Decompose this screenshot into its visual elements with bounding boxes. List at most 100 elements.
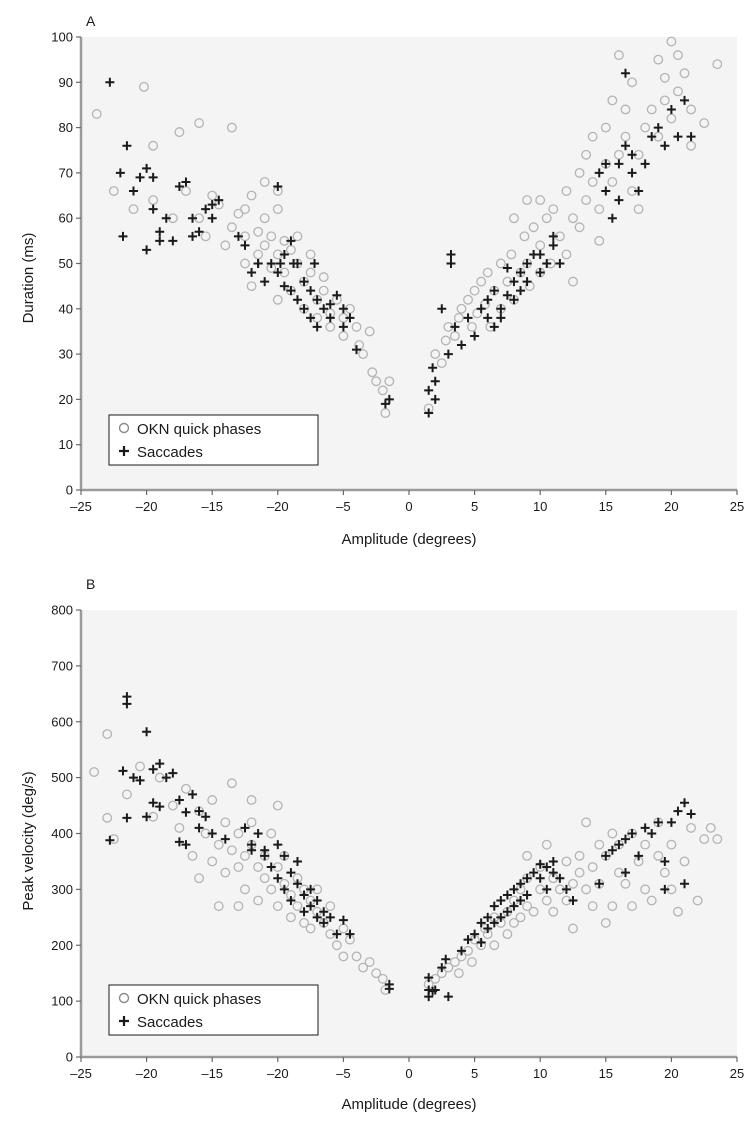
panel-a-saccade-point (548, 231, 558, 241)
panel-a-okn-point (266, 231, 277, 242)
panel-a-okn-point (666, 36, 677, 47)
panel-b-okn-point (430, 973, 441, 984)
panel-a-points (91, 36, 723, 418)
panel-b-saccade-point (660, 856, 670, 866)
panel-b-okn-point (659, 867, 670, 878)
panel-b-saccade-point (345, 929, 355, 939)
panel-b-saccade-point (568, 896, 578, 906)
panel-b-okn-point (653, 850, 664, 861)
panel-b-saccade-point (384, 984, 394, 994)
panel-b-saccade-point (142, 812, 152, 822)
panel-a-okn-point (581, 195, 592, 206)
panel-b-saccade-point (548, 856, 558, 866)
panel-b-okn-point (541, 839, 552, 850)
panel-b-saccade-point (653, 817, 663, 827)
panel-a-saccade-point (286, 236, 296, 246)
panel-a-saccade-point (352, 345, 362, 355)
panel-b-saccade-point (666, 817, 676, 827)
panel-a-y-tick-label: 10 (59, 437, 73, 452)
panel-a-saccade-point (325, 299, 335, 309)
panel-b-okn-point (194, 873, 205, 884)
panel-b-saccade-point (319, 918, 329, 928)
panel-a-saccade-point (275, 259, 285, 268)
panel-b-saccade-point (105, 835, 115, 845)
panel-b-saccade-point (118, 766, 128, 776)
panel-b-saccade-point (542, 862, 552, 872)
panel-b-y-tick-label: 600 (51, 714, 73, 729)
panel-a-saccade-point (446, 259, 456, 268)
panel-b-saccade-point (247, 845, 257, 855)
panel-a-legend-box (108, 414, 319, 466)
panel-b-saccade-point (286, 896, 296, 906)
panel-b-saccade-point (253, 829, 263, 838)
panel-a-saccade-point (483, 295, 493, 305)
panel-b-okn-point (627, 901, 637, 912)
panel-b-saccade-point (489, 901, 499, 911)
panel-a-saccade-point (666, 104, 676, 114)
panel-b-okn-point (574, 867, 585, 878)
panel-a-x-tick-label: –20 (267, 499, 289, 514)
panel-a-okn-point (285, 244, 296, 255)
panel-a-saccade-point (266, 259, 276, 268)
panel-b-saccade-point (476, 918, 486, 928)
panel-b-y-tick-label: 800 (51, 603, 73, 618)
panel-a-okn-point (541, 213, 552, 224)
panel-b-legend-okn-label: OKN quick phases (137, 991, 261, 1008)
panel-a-saccade-point (247, 268, 257, 278)
panel-a-okn-point (482, 267, 493, 278)
panel-b-saccade-point (161, 773, 171, 783)
panel-b-saccade-point (424, 973, 434, 983)
panel-b-y-tick-label: 700 (51, 658, 73, 673)
panel-b-saccade-point (456, 946, 466, 956)
panel-a-saccade-point (240, 240, 250, 250)
panel-a-saccade-point (188, 231, 198, 241)
panel-b-x-tick-label: 0 (405, 1066, 412, 1081)
panel-b-saccade-point (627, 829, 637, 838)
panel-b-okn-point (246, 795, 257, 805)
panel-a-okn-point (712, 59, 723, 70)
panel-b-okn-point (272, 800, 283, 811)
panel-a-x-tick-label: –15 (201, 499, 223, 514)
panel-a-y-tick-label: 80 (59, 120, 73, 135)
panel-a-saccade-point (380, 399, 390, 409)
panel-b-saccade-point (607, 845, 617, 855)
panel-a-saccade-point (168, 236, 178, 246)
panel-b-saccade-point (483, 923, 493, 933)
panel-a-y-tick-label: 100 (51, 30, 73, 45)
panel-a-saccade-point (260, 277, 270, 287)
panel-a-saccade-point (601, 186, 611, 196)
panel-b-saccade-point (155, 759, 165, 769)
panel-b-points (89, 692, 723, 1002)
panel-b-saccade-point (437, 963, 447, 973)
panel-b-x-tick-label: 5 (471, 1066, 478, 1081)
panel-a-okn-point (358, 349, 369, 360)
panel-b-okn-point (102, 812, 113, 823)
panel-a-okn-point (367, 367, 378, 378)
panel-b-saccade-point (194, 823, 204, 833)
panel-a-okn-point (174, 127, 185, 138)
panel-a-saccade-point (299, 277, 309, 287)
panel-a-okn-point (594, 204, 605, 215)
panel-a-okn-point (338, 331, 349, 341)
panel-a-okn-point (240, 258, 250, 269)
panel-b-okn-point (207, 795, 218, 805)
panel-b-okn-point (673, 906, 683, 917)
panel-b-okn-point (587, 862, 598, 872)
panel-b-okn-point (220, 867, 231, 878)
panel-a-okn-point (548, 204, 559, 215)
panel-b-saccade-point (509, 901, 519, 911)
panel-a-saccade-point (312, 295, 322, 305)
panel-b-okn-point (568, 923, 578, 934)
panel-b-okn-point (371, 968, 382, 979)
panel-b-okn-point (213, 901, 224, 912)
panel-a-okn-point (613, 149, 624, 160)
panel-a-saccade-point (430, 394, 440, 404)
panel-b-saccade-point (207, 829, 217, 838)
panel-a-okn-point (607, 95, 618, 106)
panel-b-saccade-point (122, 699, 132, 709)
panel-a-saccade-point (332, 290, 342, 300)
panel-a-okn-point (640, 122, 651, 133)
panel-a-legend-okn-marker (118, 422, 130, 434)
panel-b-saccade-point (620, 834, 630, 844)
